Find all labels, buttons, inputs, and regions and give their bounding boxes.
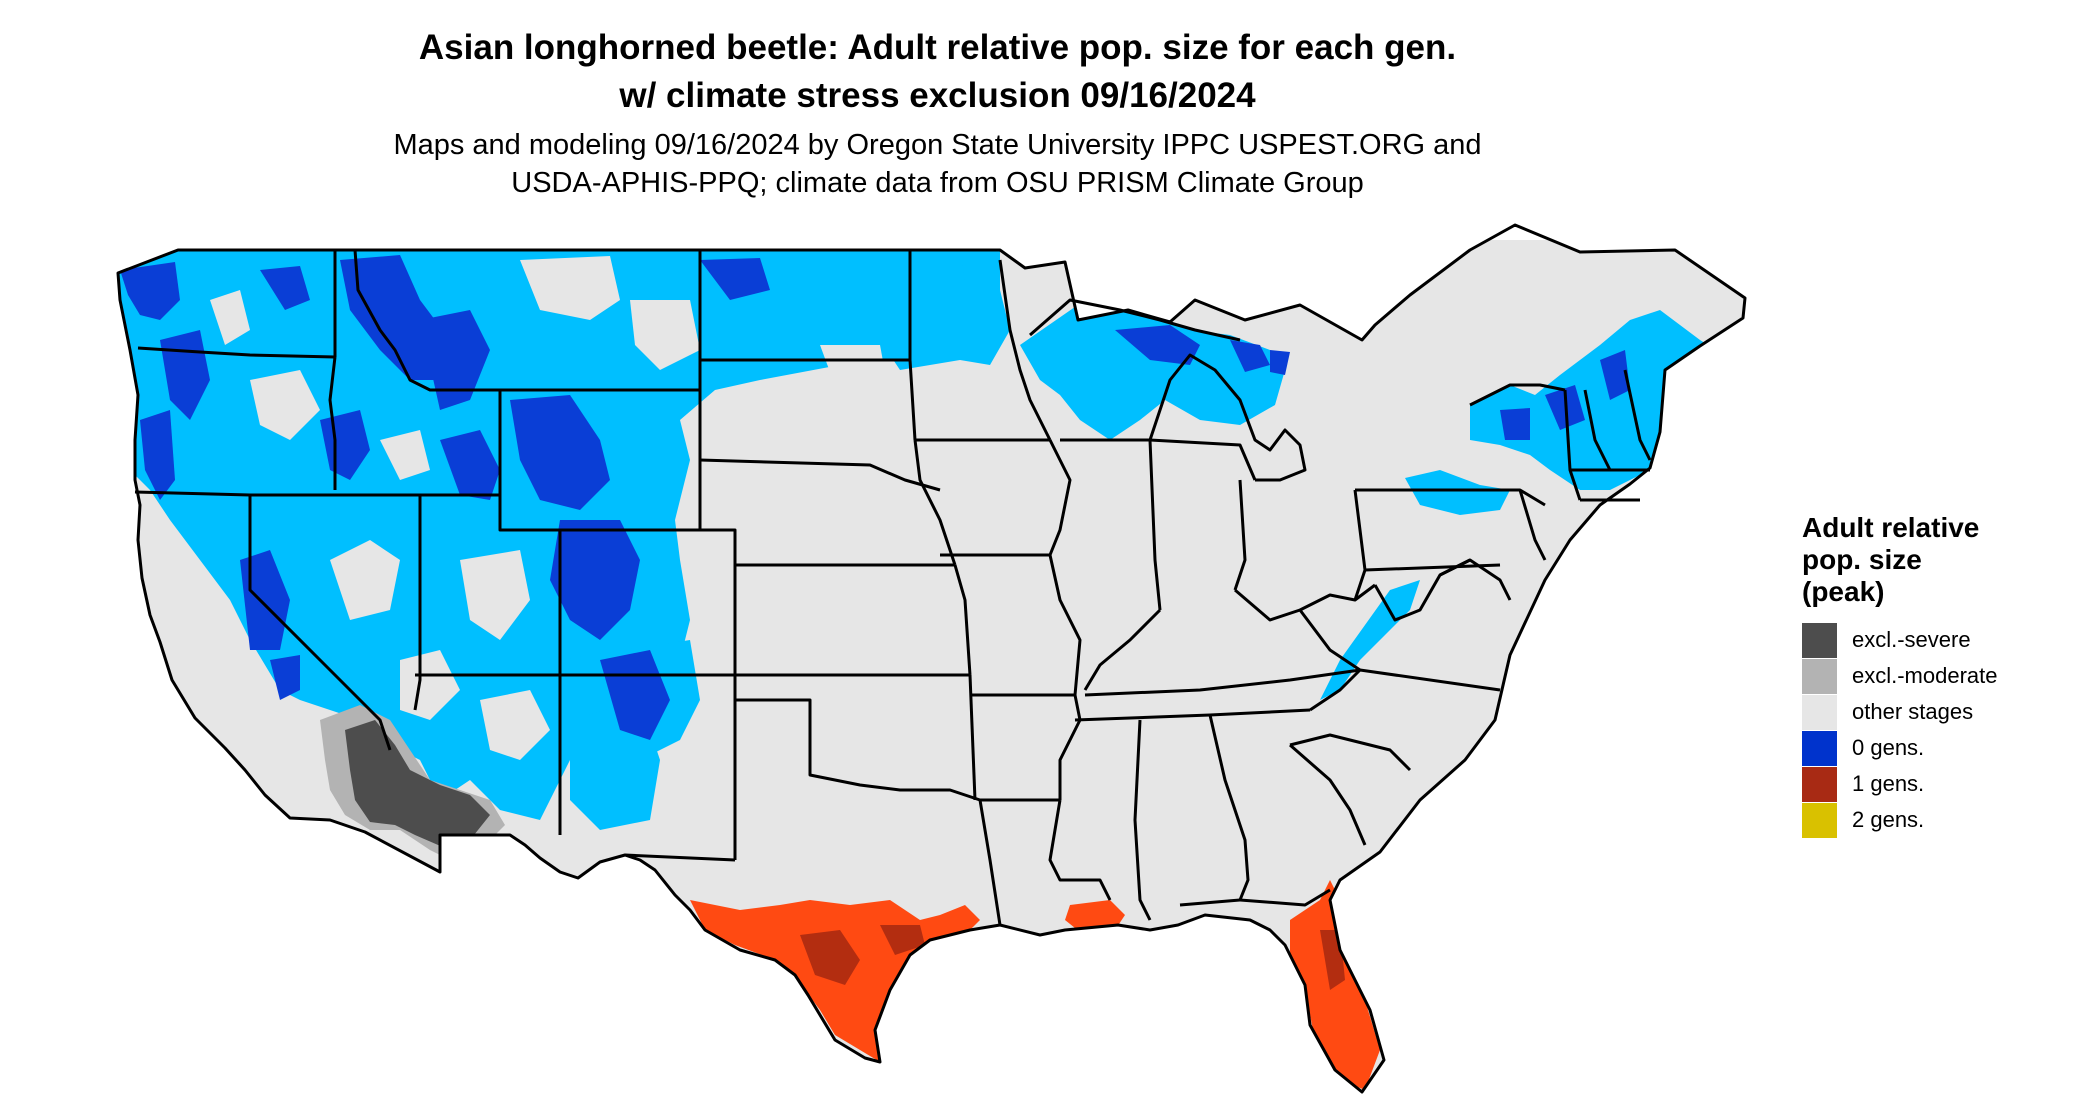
legend-label: excl.-moderate [1852, 663, 1998, 688]
legend-swatch [1802, 622, 1837, 658]
legend-label: 1 gens. [1852, 771, 1925, 796]
title-line-1: Asian longhorned beetle: Adult relative … [418, 28, 1457, 67]
legend-title: Adult relative pop. size (peak) [1802, 512, 1998, 608]
zero-gen-area-pennsylvania [1405, 470, 1510, 515]
legend-label: 2 gens. [1852, 807, 1925, 832]
title-line-2: w/ climate stress exclusion 09/16/2024 [619, 76, 1256, 115]
legend-rows: excl.-severe excl.-moderate other stages 0 … [1802, 622, 1998, 838]
excl-severe-southwest [345, 720, 490, 848]
legend-item: 2 gens. [1802, 802, 1998, 838]
legend-item: excl.-severe [1802, 622, 1998, 658]
one-gen-area-louisiana-coast [1065, 900, 1125, 932]
legend-label: excl.-severe [1852, 627, 1971, 652]
zero-gen-area-northwest [118, 250, 1000, 820]
legend-label: 0 gens. [1852, 735, 1925, 760]
legend-title-line-1: Adult relative [1802, 512, 1980, 543]
legend-swatch [1802, 730, 1837, 766]
legend-title-line-3: (peak) [1802, 576, 1885, 607]
map-legend: Adult relative pop. size (peak) excl.-se… [1802, 512, 1998, 838]
subtitle-line-1: Maps and modeling 09/16/2024 by Oregon S… [393, 129, 1482, 161]
subtitle-line-2: USDA-APHIS-PPQ; climate data from OSU PR… [511, 167, 1364, 199]
legend-title-line-2: pop. size [1802, 544, 1922, 575]
legend-item: excl.-moderate [1802, 658, 1998, 694]
legend-swatch [1802, 766, 1837, 802]
legend-swatch [1802, 802, 1837, 838]
legend-label: other stages [1852, 699, 1974, 724]
legend-item: other stages [1802, 694, 1998, 730]
map-title: Asian longhorned beetle: Adult relative … [0, 24, 1875, 120]
zero-gen-area-appalachia [1320, 580, 1420, 700]
legend-item: 0 gens. [1802, 730, 1998, 766]
state-borders [116, 223, 1747, 1094]
map-subtitle: Maps and modeling 09/16/2024 by Oregon S… [0, 126, 1875, 202]
other-stages-valleys [210, 256, 885, 760]
legend-swatch [1802, 658, 1837, 694]
zero-gen-area-upper-midwest [700, 250, 1010, 370]
legend-swatch [1802, 694, 1837, 730]
legend-item: 1 gens. [1802, 766, 1998, 802]
